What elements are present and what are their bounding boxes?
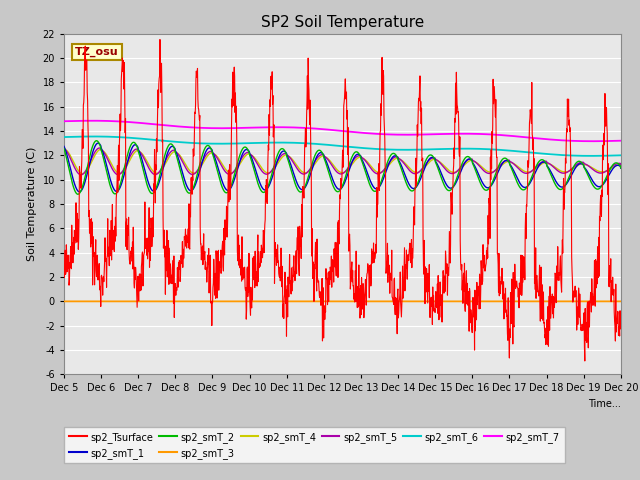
sp2_Tsurface [429, 308, 437, 314]
sp2_smT_7 [60, 119, 68, 124]
Text: TZ_osu: TZ_osu [75, 47, 119, 58]
sp2_smT_2 [172, 147, 179, 153]
sp2_smT_6 [184, 140, 192, 145]
sp2_smT_5 [502, 157, 510, 163]
Line: sp2_smT_5: sp2_smT_5 [64, 148, 621, 175]
sp2_smT_5 [247, 152, 255, 157]
X-axis label: Time...: Time... [588, 399, 621, 409]
sp2_smT_7 [89, 118, 97, 124]
sp2_smT_3 [60, 299, 68, 304]
sp2_Tsurface [502, 310, 509, 315]
sp2_smT_4 [551, 164, 559, 170]
Title: SP2 Soil Temperature: SP2 Soil Temperature [260, 15, 424, 30]
sp2_smT_6 [551, 152, 559, 157]
sp2_smT_5 [77, 172, 85, 178]
sp2_smT_3 [170, 299, 178, 304]
sp2_smT_7 [617, 138, 625, 144]
sp2_smT_2 [502, 156, 510, 161]
sp2_smT_6 [617, 153, 625, 158]
sp2_smT_2 [552, 182, 559, 188]
sp2_smT_2 [185, 190, 193, 196]
sp2_Tsurface [617, 318, 625, 324]
sp2_smT_1 [76, 189, 83, 195]
sp2_smT_5 [96, 145, 104, 151]
sp2_smT_4 [246, 152, 254, 158]
sp2_smT_4 [184, 166, 192, 172]
sp2_smT_6 [60, 134, 68, 140]
sp2_smT_7 [246, 125, 254, 131]
sp2_smT_7 [184, 124, 192, 130]
sp2_smT_4 [60, 146, 68, 152]
sp2_Tsurface [60, 267, 68, 273]
sp2_smT_1 [60, 144, 68, 149]
sp2_smT_4 [502, 159, 509, 165]
Y-axis label: Soil Temperature (C): Soil Temperature (C) [27, 147, 37, 261]
sp2_smT_1 [617, 165, 625, 171]
sp2_smT_2 [74, 192, 82, 197]
sp2_smT_1 [429, 155, 437, 161]
sp2_Tsurface [246, 312, 254, 318]
sp2_smT_4 [171, 149, 179, 155]
sp2_smT_6 [587, 153, 595, 159]
sp2_smT_3 [617, 299, 625, 304]
Line: sp2_smT_4: sp2_smT_4 [64, 149, 621, 174]
sp2_smT_6 [171, 139, 179, 144]
sp2_smT_3 [184, 299, 191, 304]
sp2_smT_7 [429, 132, 437, 137]
sp2_smT_2 [247, 156, 255, 162]
sp2_smT_5 [617, 162, 625, 168]
sp2_smT_1 [185, 186, 193, 192]
sp2_smT_1 [502, 157, 510, 163]
sp2_smT_2 [93, 138, 100, 144]
sp2_smT_5 [429, 155, 437, 161]
sp2_smT_7 [588, 138, 596, 144]
sp2_smT_2 [617, 165, 625, 171]
sp2_smT_7 [551, 137, 559, 143]
Line: sp2_Tsurface: sp2_Tsurface [64, 39, 621, 361]
sp2_smT_5 [552, 166, 559, 172]
sp2_smT_7 [502, 132, 509, 138]
sp2_smT_5 [172, 147, 179, 153]
sp2_smT_3 [502, 299, 509, 304]
sp2_smT_5 [60, 145, 68, 151]
Legend: sp2_Tsurface, sp2_smT_1, sp2_smT_2, sp2_smT_3, sp2_smT_4, sp2_smT_5, sp2_smT_6, : sp2_Tsurface, sp2_smT_1, sp2_smT_2, sp2_… [65, 427, 564, 463]
sp2_smT_5 [185, 169, 193, 175]
sp2_smT_1 [552, 178, 559, 183]
sp2_Tsurface [171, 290, 179, 296]
Line: sp2_smT_7: sp2_smT_7 [64, 121, 621, 141]
Line: sp2_smT_6: sp2_smT_6 [64, 136, 621, 156]
Line: sp2_smT_1: sp2_smT_1 [64, 143, 621, 192]
sp2_smT_4 [429, 156, 437, 162]
sp2_smT_6 [502, 147, 509, 153]
sp2_smT_1 [94, 140, 102, 146]
sp2_Tsurface [184, 226, 192, 232]
sp2_smT_7 [171, 123, 179, 129]
Line: sp2_smT_2: sp2_smT_2 [64, 141, 621, 194]
sp2_smT_4 [617, 162, 625, 168]
sp2_smT_1 [247, 153, 255, 159]
sp2_smT_3 [551, 299, 559, 304]
sp2_Tsurface [551, 270, 559, 276]
sp2_Tsurface [581, 358, 589, 364]
sp2_smT_2 [60, 145, 68, 151]
sp2_smT_4 [79, 171, 86, 177]
sp2_smT_6 [429, 146, 437, 152]
sp2_Tsurface [156, 36, 164, 42]
sp2_smT_3 [246, 299, 254, 304]
sp2_smT_1 [172, 146, 179, 152]
sp2_smT_6 [246, 140, 254, 146]
sp2_smT_6 [90, 133, 98, 139]
sp2_smT_2 [429, 154, 437, 160]
sp2_smT_3 [429, 299, 436, 304]
